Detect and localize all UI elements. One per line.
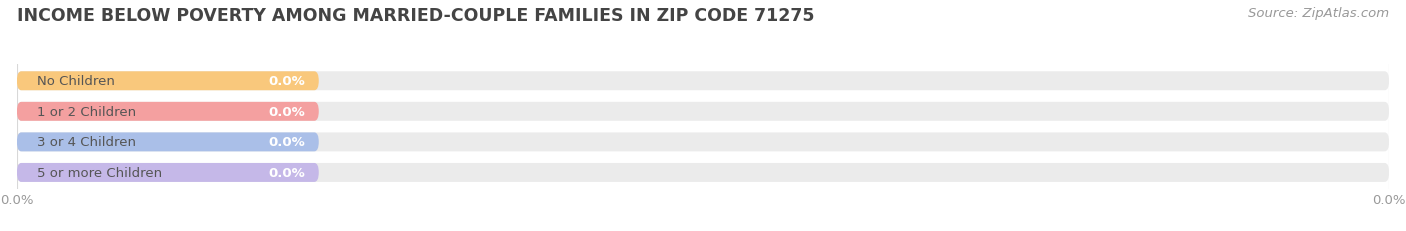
FancyBboxPatch shape [17, 133, 1389, 152]
Text: INCOME BELOW POVERTY AMONG MARRIED-COUPLE FAMILIES IN ZIP CODE 71275: INCOME BELOW POVERTY AMONG MARRIED-COUPL… [17, 7, 814, 25]
Text: Source: ZipAtlas.com: Source: ZipAtlas.com [1249, 7, 1389, 20]
Text: 0.0%: 0.0% [269, 75, 305, 88]
FancyBboxPatch shape [17, 72, 319, 91]
FancyBboxPatch shape [17, 163, 1389, 182]
Text: 3 or 4 Children: 3 or 4 Children [38, 136, 136, 149]
FancyBboxPatch shape [17, 72, 1389, 91]
FancyBboxPatch shape [17, 163, 319, 182]
Text: 1 or 2 Children: 1 or 2 Children [38, 105, 136, 118]
FancyBboxPatch shape [17, 133, 319, 152]
FancyBboxPatch shape [17, 102, 1389, 121]
Text: 0.0%: 0.0% [269, 136, 305, 149]
Text: 0.0%: 0.0% [269, 166, 305, 179]
Text: 5 or more Children: 5 or more Children [38, 166, 163, 179]
Text: No Children: No Children [38, 75, 115, 88]
Text: 0.0%: 0.0% [269, 105, 305, 118]
FancyBboxPatch shape [17, 102, 319, 121]
